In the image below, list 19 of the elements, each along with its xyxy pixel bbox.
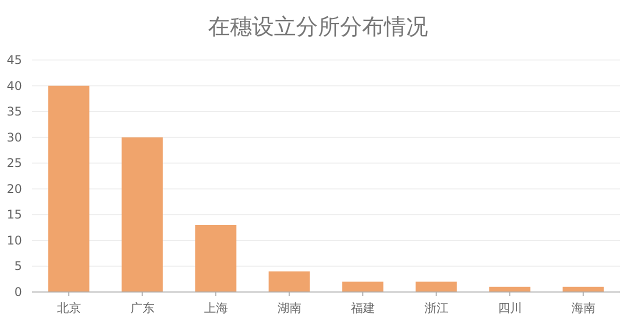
x-tick-label: 四川 xyxy=(498,301,522,315)
x-tick-label: 广东 xyxy=(130,301,154,315)
y-tick-label: 5 xyxy=(14,259,22,274)
x-tick-label: 北京 xyxy=(56,301,81,315)
y-tick-label: 15 xyxy=(6,208,22,222)
x-tick-label: 湖南 xyxy=(277,301,302,315)
y-tick-label: 30 xyxy=(6,130,22,144)
x-tick-label: 福建 xyxy=(350,301,375,315)
y-tick-label: 0 xyxy=(14,285,22,299)
title: 在穗设立分所分布情况 xyxy=(208,15,428,40)
y-tick-label: 45 xyxy=(6,53,22,67)
x-tick-label: 浙江 xyxy=(424,301,448,315)
x-tick-label: 海南 xyxy=(571,301,596,315)
y-tick-label: 20 xyxy=(6,182,22,196)
y-tick-label: 10 xyxy=(6,233,22,248)
y-tick-label: 40 xyxy=(6,78,22,93)
y-tick-label: 25 xyxy=(6,156,22,170)
x-tick-label: 上海 xyxy=(204,301,228,315)
y-tick-label: 35 xyxy=(6,104,22,119)
